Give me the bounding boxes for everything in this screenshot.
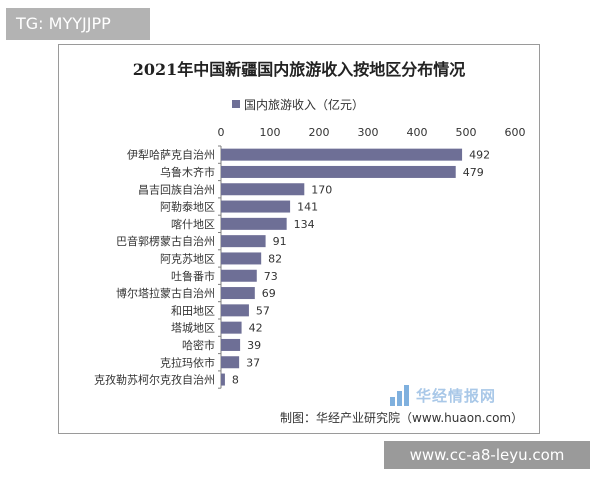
huajing-watermark: 华经情报网 bbox=[390, 384, 496, 406]
category-label: 克孜勒苏柯尔克孜自治州 bbox=[94, 373, 215, 387]
chart-frame bbox=[58, 44, 540, 434]
category-label: 和田地区 bbox=[171, 304, 215, 317]
legend-swatch bbox=[232, 100, 240, 108]
legend-label: 国内旅游收入（亿元） bbox=[244, 97, 365, 112]
chart-legend: 国内旅游收入（亿元） bbox=[232, 96, 364, 112]
bar bbox=[221, 287, 255, 300]
x-tick-label: 200 bbox=[309, 126, 330, 139]
url-overlay-badge: www.cc-a8-leyu.com bbox=[384, 441, 590, 469]
category-label: 喀什地区 bbox=[171, 218, 215, 231]
bar bbox=[221, 269, 257, 282]
source-note: 制图：华经产业研究院（www.huaon.com） bbox=[280, 411, 524, 425]
category-label: 塔城地区 bbox=[171, 322, 215, 335]
bar bbox=[221, 165, 456, 178]
category-label: 巴音郭楞蒙古自治州 bbox=[116, 234, 215, 248]
value-label: 39 bbox=[247, 339, 261, 352]
value-label: 69 bbox=[262, 287, 276, 300]
category-label: 哈密市 bbox=[182, 338, 215, 352]
category-label: 伊犁哈萨克自治州 bbox=[127, 148, 215, 162]
value-label: 170 bbox=[311, 183, 332, 196]
category-label: 克拉玛依市 bbox=[160, 355, 215, 369]
value-label: 37 bbox=[246, 356, 260, 369]
category-label: 阿克苏地区 bbox=[160, 252, 215, 265]
tg-overlay-badge: TG: MYYJJPP bbox=[6, 8, 150, 40]
category-label: 吐鲁番市 bbox=[171, 269, 215, 283]
bar bbox=[221, 373, 225, 386]
bar bbox=[221, 304, 249, 317]
value-label: 8 bbox=[232, 374, 239, 387]
bar-logo-icon bbox=[390, 384, 412, 406]
category-label: 博尔塔拉蒙古自治州 bbox=[116, 286, 215, 300]
value-label: 73 bbox=[264, 270, 278, 283]
chart-title: 2021年中国新疆国内旅游收入按地区分布情况 bbox=[132, 60, 466, 79]
x-tick-label: 400 bbox=[407, 126, 428, 139]
x-tick-label: 100 bbox=[260, 126, 281, 139]
watermark-text: 华经情报网 bbox=[416, 386, 497, 405]
category-label: 昌吉回族自治州 bbox=[138, 182, 215, 196]
bar bbox=[221, 235, 266, 248]
bar bbox=[221, 356, 240, 369]
bar bbox=[221, 200, 291, 213]
bar bbox=[221, 217, 287, 230]
value-label: 91 bbox=[273, 235, 287, 248]
x-tick-label: 600 bbox=[505, 126, 526, 139]
value-label: 492 bbox=[469, 149, 490, 162]
bar bbox=[221, 321, 242, 334]
bar bbox=[221, 252, 262, 265]
value-label: 141 bbox=[297, 201, 318, 214]
x-tick-label: 0 bbox=[218, 126, 225, 139]
value-label: 134 bbox=[294, 218, 315, 231]
value-label: 42 bbox=[249, 322, 263, 335]
bar bbox=[221, 183, 305, 196]
bar bbox=[221, 148, 463, 161]
value-label: 479 bbox=[463, 166, 484, 179]
value-label: 82 bbox=[268, 252, 282, 265]
category-label: 阿勒泰地区 bbox=[160, 200, 215, 214]
x-tick-label: 500 bbox=[456, 126, 477, 139]
value-label: 57 bbox=[256, 304, 270, 317]
x-tick-label: 300 bbox=[358, 126, 379, 139]
bar bbox=[221, 338, 241, 351]
category-label: 乌鲁木齐市 bbox=[160, 165, 215, 179]
